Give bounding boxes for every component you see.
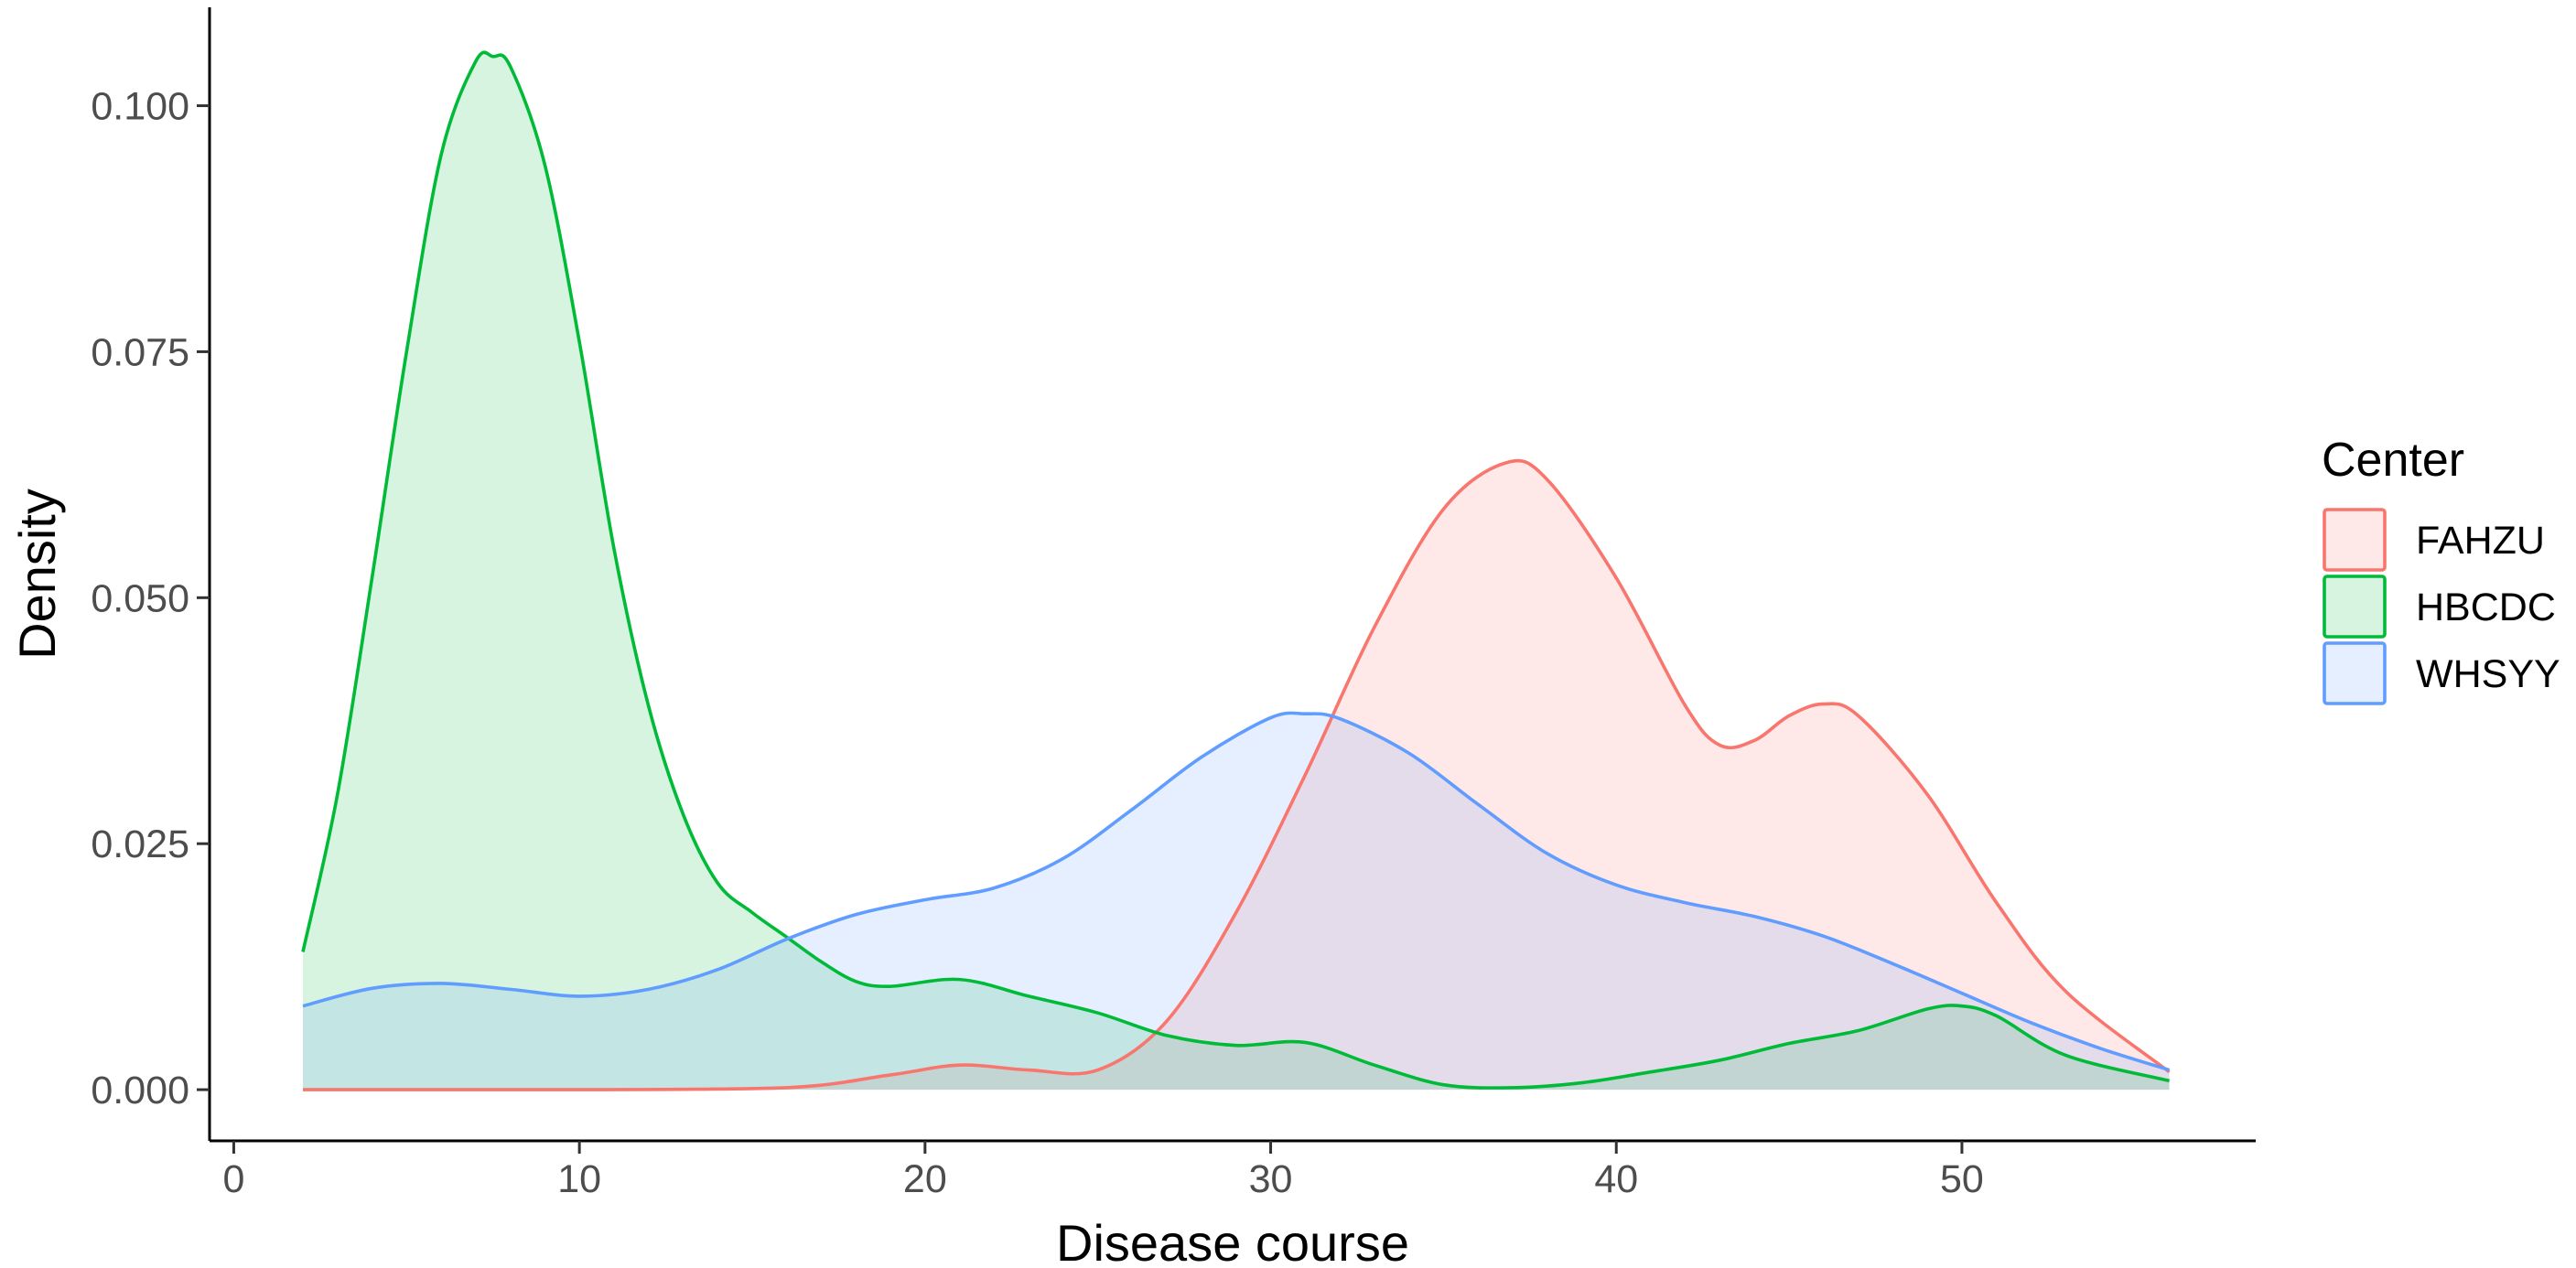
legend-key-whsyy	[2323, 641, 2387, 705]
legend: Center FAHZU HBCDC WHSYY	[2322, 434, 2560, 705]
density-area-whsyy	[302, 713, 2170, 1091]
density-line-whsyy	[302, 711, 2171, 1072]
legend-title: Center	[2322, 434, 2464, 487]
density-line-hbcdc	[301, 50, 2171, 1090]
x-tick-label: 10	[557, 1157, 601, 1201]
density-area-fahzu	[302, 460, 2170, 1091]
x-tick-label: 20	[903, 1157, 947, 1201]
legend-label-hbcdc: HBCDC	[2416, 586, 2556, 629]
legend-key-hbcdc	[2323, 575, 2387, 639]
x-tick-label: 30	[1249, 1157, 1293, 1201]
x-axis-title: Disease course	[1056, 1214, 1409, 1268]
legend-label-whsyy: WHSYY	[2416, 652, 2560, 696]
x-tick-label: 40	[1594, 1157, 1638, 1201]
legend-label-fahzu: FAHZU	[2416, 519, 2545, 563]
x-tick-label: 0	[222, 1157, 244, 1201]
axes-layer	[208, 7, 2256, 1143]
legend-items: FAHZU HBCDC WHSYY	[2323, 508, 2560, 705]
y-tick-label: 0.000	[91, 1069, 189, 1112]
y-tick-label: 0.025	[91, 822, 189, 866]
y-ticks: 0.000 0.025 0.050 0.075 0.100	[91, 85, 210, 1112]
y-tick-label: 0.100	[91, 85, 189, 129]
legend-key-fahzu	[2323, 508, 2387, 572]
x-tick-label: 50	[1940, 1157, 1984, 1201]
y-tick-label: 0.050	[91, 576, 189, 620]
x-ticks: 0 10 20 30 40 50	[222, 1141, 1984, 1201]
y-axis-title: Density	[8, 489, 66, 660]
series-layer	[301, 50, 2171, 1091]
density-line-fahzu	[302, 458, 2171, 1091]
y-tick-label: 0.075	[91, 330, 189, 374]
